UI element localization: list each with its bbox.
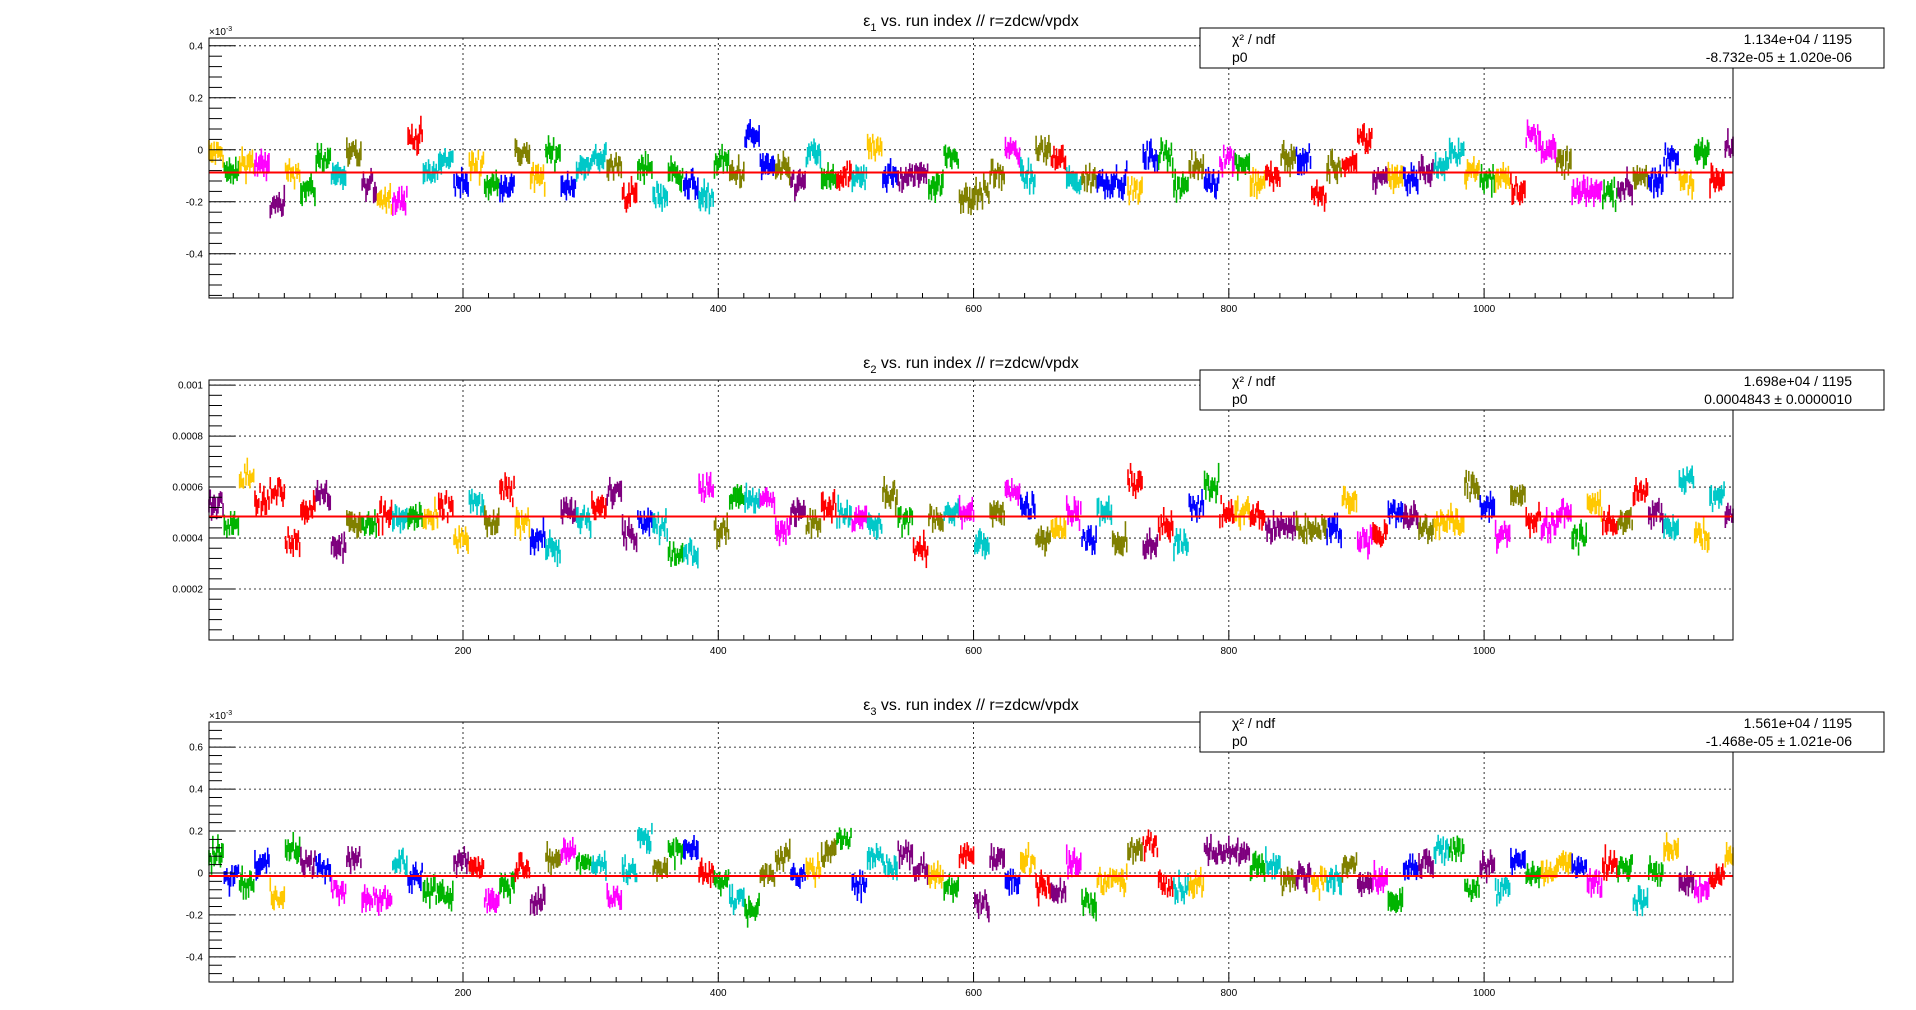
x-tick-label: 1000 [1473, 304, 1496, 315]
chart-title: ε3 vs. run index // r=zdcw/vpdx [863, 697, 1079, 718]
y-tick-label: 0 [197, 868, 203, 879]
y-tick-label: 0.6 [189, 743, 203, 754]
x-tick-label: 200 [455, 304, 472, 315]
y-tick-label: 0.001 [178, 381, 203, 392]
y-tick-label: 0.4 [189, 41, 203, 52]
p0-label: p0 [1232, 49, 1248, 65]
y-tick-label: -0.2 [186, 910, 204, 921]
plot-frame [208, 379, 1734, 641]
chi2-ndf-label: χ² / ndf [1232, 31, 1275, 47]
p0-label: p0 [1232, 733, 1248, 749]
y-tick-label: 0.2 [189, 93, 203, 104]
data-series [208, 457, 1734, 569]
y-tick-label: -0.2 [186, 197, 204, 208]
chart-panel-3: 200 400 600 800 1000 0.6 0.4 0.2 0 -0.2 -0.4 ×10-3 ε… [186, 697, 1885, 999]
stats-box-frame [1199, 711, 1885, 753]
y-tick-label: -0.4 [186, 952, 204, 963]
x-tick-label: 600 [965, 304, 982, 315]
x-tick-label: 800 [1220, 304, 1237, 315]
stats-box: χ² / ndf 1.134e+04 / 1195 p0 -8.732e-05 ± 1… [1199, 27, 1885, 69]
x-tick-label: 200 [455, 988, 472, 999]
data-series [208, 115, 1734, 219]
chi2-ndf-value: 1.698e+04 / 1195 [1744, 373, 1853, 389]
y-tick-label: 0.2 [189, 827, 203, 838]
chart-panel-2: 200 400 600 800 1000 0.001 0.0008 0.0006 0.0004 0… [172, 355, 1885, 657]
plot-frame [208, 37, 1734, 299]
x-tick-label: 400 [710, 646, 727, 657]
y-exponent-label: ×10-3 [209, 26, 232, 38]
p0-value: -1.468e-05 ± 1.021e-06 [1706, 733, 1852, 749]
chart-title: ε1 vs. run index // r=zdcw/vpdx [863, 13, 1079, 34]
stats-box-frame [1199, 27, 1885, 69]
plot-frame [208, 721, 1734, 983]
y-tick-label: 0 [197, 145, 203, 156]
y-tick-label: 0.0008 [172, 432, 203, 443]
x-tick-label: 600 [965, 646, 982, 657]
y-tick-label: 0.0004 [172, 534, 203, 545]
x-tick-label: 600 [965, 988, 982, 999]
y-tick-label: -0.4 [186, 249, 204, 260]
stats-box: χ² / ndf 1.698e+04 / 1195 p0 0.0004843 ± 0.… [1199, 369, 1885, 411]
data-series [208, 822, 1734, 928]
y-tick-label: 0.4 [189, 785, 203, 796]
chart-title: ε2 vs. run index // r=zdcw/vpdx [863, 355, 1079, 376]
chart-panel-1: 200 400 600 800 1000 0.4 0.2 0 -0.2 -0.4 ×10-3 ε1 v… [186, 13, 1885, 315]
p0-label: p0 [1232, 391, 1248, 407]
chi2-ndf-value: 1.561e+04 / 1195 [1744, 715, 1853, 731]
chi2-ndf-value: 1.134e+04 / 1195 [1744, 31, 1853, 47]
y-tick-label: 0.0002 [172, 585, 203, 596]
p0-value: -8.732e-05 ± 1.020e-06 [1706, 49, 1852, 65]
x-tick-label: 800 [1220, 988, 1237, 999]
y-tick-label: 0.0006 [172, 483, 203, 494]
y-exponent-label: ×10-3 [209, 710, 232, 722]
x-tick-label: 400 [710, 988, 727, 999]
p0-value: 0.0004843 ± 0.0000010 [1704, 391, 1852, 407]
x-tick-label: 400 [710, 304, 727, 315]
stats-box: χ² / ndf 1.561e+04 / 1195 p0 -1.468e-05 ± 1… [1199, 711, 1885, 753]
chi2-ndf-label: χ² / ndf [1232, 373, 1275, 389]
x-tick-label: 1000 [1473, 646, 1496, 657]
chi2-ndf-label: χ² / ndf [1232, 715, 1275, 731]
x-tick-label: 1000 [1473, 988, 1496, 999]
x-tick-label: 800 [1220, 646, 1237, 657]
x-tick-label: 200 [455, 646, 472, 657]
stats-box-frame [1199, 369, 1885, 411]
